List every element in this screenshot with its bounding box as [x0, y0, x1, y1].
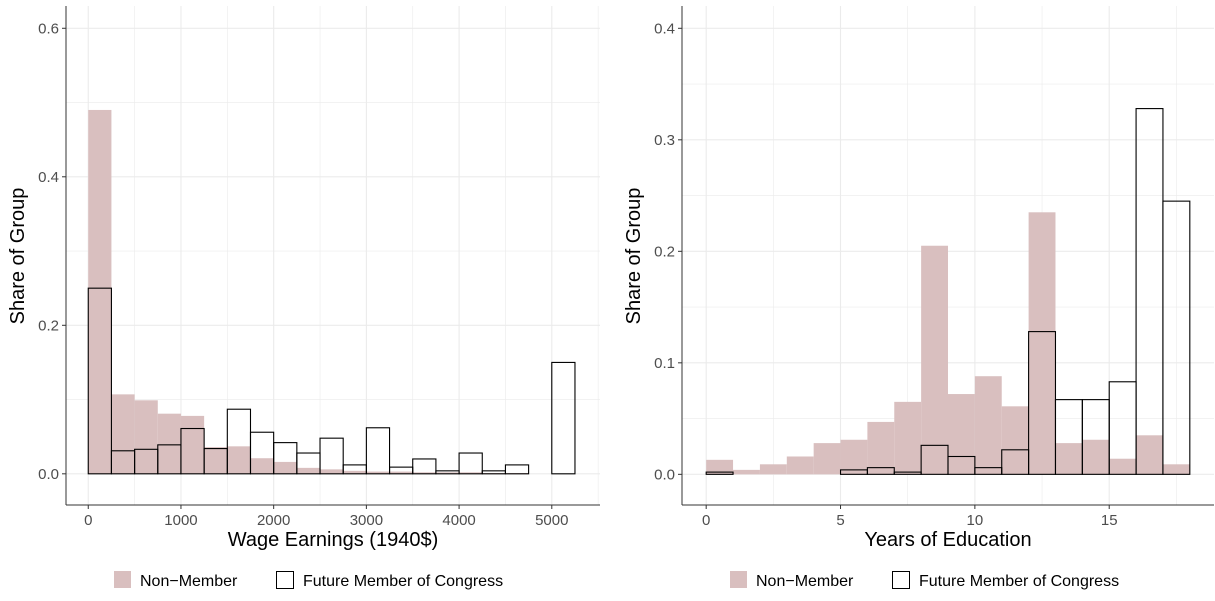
education-member-bar: [866, 467, 895, 475]
education-legend-member-label: Future Member of Congress: [919, 573, 1119, 590]
education-y-tick-label: 0.0: [654, 466, 675, 483]
wage-non-member-bar: [250, 458, 274, 474]
wage-non-member-bar: [343, 470, 367, 474]
education-x-tick-label: 10: [967, 512, 984, 529]
wage-y-axis-title: Share of Group: [7, 188, 29, 325]
wage-x-ticks: 0 1000 2000 3000 4000 5000: [84, 505, 568, 529]
education-legend-member-swatch: [892, 571, 910, 589]
wage-member-bar: [551, 361, 576, 475]
wage-non-member-bar: [157, 413, 181, 474]
education-y-ticks: 0.0 0.1 0.2 0.3 0.4: [654, 20, 682, 483]
education-non-member-bar: [974, 376, 1002, 475]
wage-non-member-bar: [389, 471, 413, 474]
education-non-member-bar: [867, 421, 895, 475]
wage-non-member-bar: [435, 472, 460, 474]
wage-non-member-bar: [366, 471, 390, 474]
wage-non-member-bar: [88, 109, 112, 474]
education-non-member-bar: [1136, 435, 1163, 475]
education-non-member-bar: [1055, 443, 1083, 475]
education-non-member-bar: [1109, 458, 1137, 475]
wage-non-member-bar: [273, 461, 297, 474]
wage-member-bar: [481, 470, 506, 475]
wage-y-tick-label: 0.0: [38, 466, 59, 483]
wage-non-member-bar: [320, 469, 344, 474]
wage-member-bar: [504, 464, 530, 475]
education-non-member-bar: [786, 456, 814, 475]
education-non-member-bar: [1082, 439, 1110, 475]
wage-non-member-bar: [296, 467, 321, 474]
education-panel: 0.0 0.1 0.2 0.3 0.4 0 5 10 15 Years of Educatio…: [623, 6, 1214, 590]
wage-non-member-bar: [412, 472, 436, 474]
education-non-member-bar: [1001, 406, 1029, 475]
wage-legend-member-label: Future Member of Congress: [303, 573, 503, 590]
education-non-member-bars: [706, 212, 1190, 475]
education-x-tick-label: 0: [702, 512, 710, 529]
wage-x-axis-title: Wage Earnings (1940$): [228, 529, 439, 551]
education-non-member-bar: [706, 459, 734, 475]
education-y-tick-label: 0.2: [654, 243, 675, 260]
education-member-bar: [947, 455, 976, 475]
wage-earnings-panel: 0.0 0.2 0.4 0.6 0 1000 2000 3000 4000 5000 Wage …: [7, 6, 600, 590]
education-non-member-bar: [1162, 464, 1190, 475]
wage-legend-non-member-swatch: [114, 571, 131, 588]
wage-x-tick-label: 4000: [442, 512, 475, 529]
wage-legend-member-swatch: [276, 571, 294, 589]
education-y-tick-label: 0.1: [654, 355, 675, 372]
education-non-member-bar: [894, 401, 922, 475]
wage-non-member-bar: [111, 394, 135, 474]
wage-y-tick-label: 0.6: [38, 20, 59, 37]
education-non-member-bar: [733, 469, 760, 475]
wage-legend: Non−Member Future Member of Congress: [114, 571, 503, 590]
wage-y-ticks: 0.0 0.2 0.4 0.6: [38, 20, 66, 483]
education-y-tick-label: 0.4: [654, 20, 675, 37]
wage-member-bar: [365, 427, 391, 475]
education-member-bar: [705, 471, 734, 475]
wage-member-bars: [87, 287, 576, 475]
wage-x-tick-label: 0: [84, 512, 92, 529]
wage-non-member-bar: [204, 447, 228, 474]
education-member-bars: [705, 108, 1191, 475]
education-non-member-bar: [840, 439, 868, 475]
education-y-tick-label: 0.3: [654, 132, 675, 149]
education-y-axis-title: Share of Group: [623, 188, 645, 325]
wage-member-bar: [87, 287, 112, 475]
wage-x-tick-label: 1000: [164, 512, 197, 529]
education-legend-non-member-swatch: [730, 571, 747, 588]
education-non-member-bar: [1028, 212, 1056, 475]
wage-non-member-bar: [227, 446, 251, 474]
education-x-tick-label: 15: [1101, 512, 1118, 529]
education-legend-non-member-label: Non−Member: [756, 573, 854, 590]
wage-non-member-bars: [88, 109, 529, 474]
education-non-member-bar: [759, 464, 787, 475]
education-legend: Non−Member Future Member of Congress: [730, 571, 1119, 590]
wage-x-tick-label: 2000: [257, 512, 290, 529]
wage-non-member-bar: [459, 472, 483, 474]
education-non-member-bar: [948, 394, 975, 475]
education-x-tick-label: 5: [836, 512, 844, 529]
education-member-bar: [1162, 200, 1191, 475]
wage-y-tick-label: 0.2: [38, 317, 59, 334]
wage-x-tick-label: 3000: [350, 512, 383, 529]
wage-member-bar: [319, 437, 344, 475]
wage-non-member-bar: [134, 400, 158, 474]
wage-non-member-bar: [180, 415, 205, 474]
education-non-member-bar: [921, 245, 948, 475]
wage-member-bar: [412, 458, 437, 475]
wage-x-tick-label: 5000: [535, 512, 568, 529]
wage-legend-non-member-label: Non−Member: [140, 573, 238, 590]
education-x-axis-title: Years of Education: [864, 529, 1031, 551]
wage-y-tick-label: 0.4: [38, 169, 59, 186]
education-non-member-bar: [813, 443, 841, 475]
education-member-bar: [1135, 108, 1164, 475]
education-x-ticks: 0 5 10 15: [702, 505, 1118, 529]
wage-member-bar: [458, 452, 483, 475]
